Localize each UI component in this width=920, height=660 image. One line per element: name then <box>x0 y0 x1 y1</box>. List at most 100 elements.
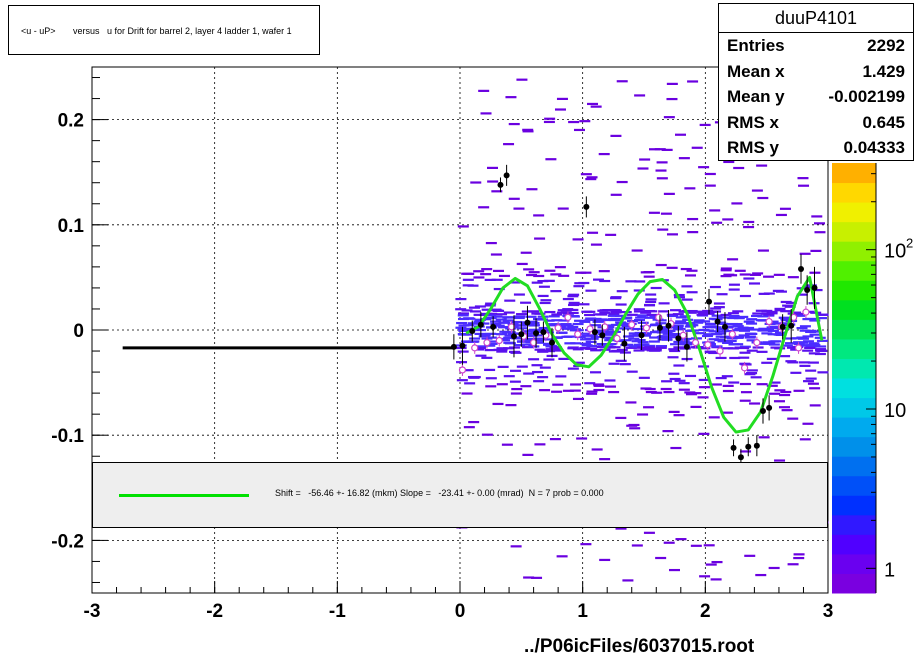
hist-bin <box>733 166 745 170</box>
hist-bin <box>698 311 710 315</box>
hist-bin <box>675 133 687 136</box>
hist-bin <box>643 531 655 534</box>
hist-bin <box>709 285 721 289</box>
hist-bin <box>513 293 525 296</box>
hist-bin <box>464 317 476 320</box>
hist-bin <box>692 321 704 324</box>
hist-bin <box>523 576 535 579</box>
mean-marker <box>628 321 636 329</box>
profile-point <box>798 265 805 272</box>
hist-bin <box>708 338 720 341</box>
hist-bin <box>496 347 508 350</box>
hist-bin <box>673 414 685 417</box>
hist-bin <box>587 231 599 234</box>
hist-bin <box>496 350 508 353</box>
hist-bin <box>516 78 528 81</box>
hist-bin <box>686 291 698 294</box>
colorbar-tick-exponent: 2 <box>906 236 913 251</box>
colorbar-bin <box>832 456 876 477</box>
stats-label: RMS y <box>727 138 779 157</box>
hist-bin <box>790 371 802 374</box>
hist-bin <box>599 311 611 314</box>
hist-bin <box>558 274 570 277</box>
hist-bin <box>763 292 775 295</box>
hist-bin <box>756 383 768 386</box>
hist-bin <box>475 354 487 357</box>
hist-bin <box>802 422 814 425</box>
axes: -3 -2 -1 0 1 2 3 -0.2 -0.1 0 0.1 0.2 <box>51 77 833 622</box>
hist-bin <box>709 209 721 212</box>
hist-bin <box>473 313 485 316</box>
hist-bin <box>743 320 755 323</box>
hist-bin <box>613 350 625 353</box>
hist-bin <box>508 346 520 349</box>
hist-bin <box>657 228 669 231</box>
hist-bin <box>716 293 728 296</box>
hist-bin <box>625 401 637 404</box>
hist-bin <box>505 96 517 99</box>
hist-bin <box>799 252 811 255</box>
hist-bin <box>756 350 768 353</box>
hist-bin <box>763 275 775 278</box>
hist-bin <box>767 333 779 336</box>
hist-bin <box>684 274 696 277</box>
hist-bin <box>484 304 496 307</box>
hist-bin <box>811 288 823 292</box>
hist-bin <box>533 329 545 333</box>
hist-bin <box>809 387 821 390</box>
hist-bin <box>739 273 751 276</box>
hist-bin <box>711 560 723 564</box>
profile-point <box>490 323 497 330</box>
hist-bin <box>768 325 780 328</box>
stats-value: 0.04333 <box>843 138 905 157</box>
hist-bin <box>722 325 734 328</box>
hist-bin <box>455 326 467 329</box>
profile-point <box>675 335 682 342</box>
hist-bin <box>666 97 678 101</box>
hist-bin <box>503 341 515 344</box>
colorbar-bin <box>832 475 876 496</box>
hist-bin <box>513 207 525 210</box>
hist-bin <box>670 446 682 450</box>
hist-bin <box>668 348 680 351</box>
stats-row-mean-y: Mean y -0.002199 <box>719 84 913 110</box>
hist-bin <box>803 380 815 383</box>
hist-bin <box>510 369 522 372</box>
mean-marker <box>642 324 651 332</box>
hist-bin <box>504 299 516 302</box>
hist-bin <box>643 270 655 274</box>
profile-point <box>788 322 795 329</box>
hist-bin <box>631 249 643 252</box>
hist-bin <box>732 335 744 339</box>
hist-bin <box>573 285 585 288</box>
hist-bin <box>478 89 490 92</box>
hist-bin <box>579 320 591 323</box>
colorbar-bin <box>832 417 876 438</box>
hist-bin <box>644 309 656 313</box>
hist-bin <box>637 341 649 344</box>
hist-bin <box>722 218 734 221</box>
hist-bin <box>589 324 601 327</box>
hist-bin <box>603 324 615 327</box>
profile-point <box>737 454 744 461</box>
hist-bin <box>497 326 509 329</box>
y-tick-label: -0.1 <box>51 426 84 447</box>
colorbar-bin <box>832 260 876 281</box>
hist-bin <box>610 323 622 326</box>
hist-bin <box>678 340 690 343</box>
hist-bin <box>516 262 528 266</box>
hist-bin <box>498 274 510 278</box>
profile-point <box>518 331 525 338</box>
hist-bin <box>464 382 476 385</box>
stats-row-rms-y: RMS y 0.04333 <box>719 135 913 161</box>
profile-point <box>714 318 721 325</box>
hist-bin <box>762 341 774 344</box>
hist-bin <box>616 290 628 293</box>
hist-bin <box>474 305 486 308</box>
hist-bin <box>578 332 590 335</box>
profile-point <box>656 324 663 331</box>
hist-bin <box>625 280 637 283</box>
hist-bin <box>684 187 696 190</box>
hist-bin <box>610 311 622 314</box>
hist-bin <box>584 382 596 385</box>
